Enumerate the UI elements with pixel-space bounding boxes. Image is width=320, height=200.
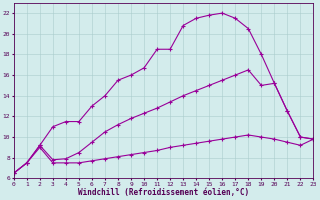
X-axis label: Windchill (Refroidissement éolien,°C): Windchill (Refroidissement éolien,°C): [78, 188, 249, 197]
